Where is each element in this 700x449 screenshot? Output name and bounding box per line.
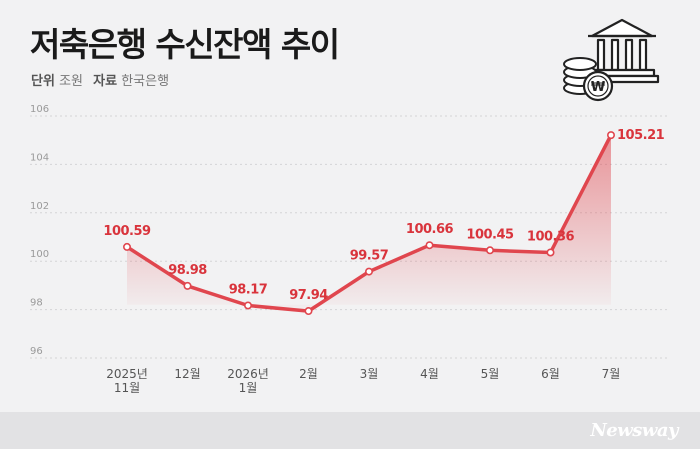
data-labels: 100.59 98.98 98.17 97.94 99.57 100.66 100.45 10… [103, 128, 665, 303]
x-tick-label: 2025년 11월 [106, 367, 148, 395]
y-tick-label: 106 [30, 104, 49, 115]
brand-logo: Newsway [590, 420, 678, 441]
data-label: 98.98 [168, 263, 207, 278]
data-points [123, 131, 615, 316]
data-point [546, 248, 555, 257]
data-label: 100.36 [527, 229, 575, 244]
won-coin-icon: ₩ [582, 70, 614, 102]
source-label: 자료 [93, 74, 118, 89]
x-tick-label: 6월 [541, 367, 560, 381]
data-label: 105.21 [617, 128, 665, 143]
x-tick-label: 5월 [481, 367, 500, 381]
data-label: 97.94 [289, 288, 328, 303]
data-label: 98.17 [229, 282, 268, 297]
y-axis: 96 98 100 102 104 106 [30, 104, 49, 357]
x-tick-label: 2026년 1월 [227, 367, 269, 395]
data-label: 100.66 [406, 222, 454, 237]
x-tick-label: 2월 [299, 367, 318, 381]
area-fill [127, 135, 611, 312]
data-point [123, 242, 132, 251]
x-tick-label: 4월 [420, 367, 439, 381]
data-label: 100.59 [103, 224, 151, 239]
x-tick-label: 7월 [602, 367, 621, 381]
unit-label: 단위 [31, 74, 55, 89]
chart-title: 저축은행 수신잔액 추이 [30, 25, 340, 64]
chart-meta: 단위 조원 자료 한국은행 [31, 70, 175, 89]
y-tick-label: 104 [30, 152, 49, 163]
data-point [364, 267, 373, 276]
x-tick-label: 3월 [360, 367, 379, 381]
unit-value: 조원 [59, 74, 83, 89]
bank-building-icon [586, 18, 660, 84]
data-point [606, 131, 615, 140]
x-axis: 2025년 11월 12월 2026년 1월 2월 3월 4월 5월 6월 7월 [106, 367, 620, 395]
data-point [485, 246, 494, 255]
y-tick-label: 98 [30, 298, 43, 309]
data-point [183, 281, 192, 290]
line-chart: 96 98 100 102 104 106 100.59 98.98 98.17 97.94 99… [30, 104, 668, 395]
data-label: 100.45 [466, 227, 514, 242]
y-tick-label: 100 [30, 249, 49, 260]
x-tick-label: 12월 [174, 367, 200, 381]
y-tick-label: 102 [30, 201, 49, 212]
data-point [244, 301, 253, 310]
source-value: 한국은행 [121, 74, 170, 89]
data-point [304, 307, 313, 316]
svg-text:₩: ₩ [591, 80, 606, 95]
data-point [425, 241, 434, 250]
y-tick-label: 96 [30, 346, 43, 357]
data-label: 99.57 [350, 249, 389, 264]
footer-bar: Newsway [0, 412, 700, 449]
bank-icon: ₩ [563, 18, 660, 102]
